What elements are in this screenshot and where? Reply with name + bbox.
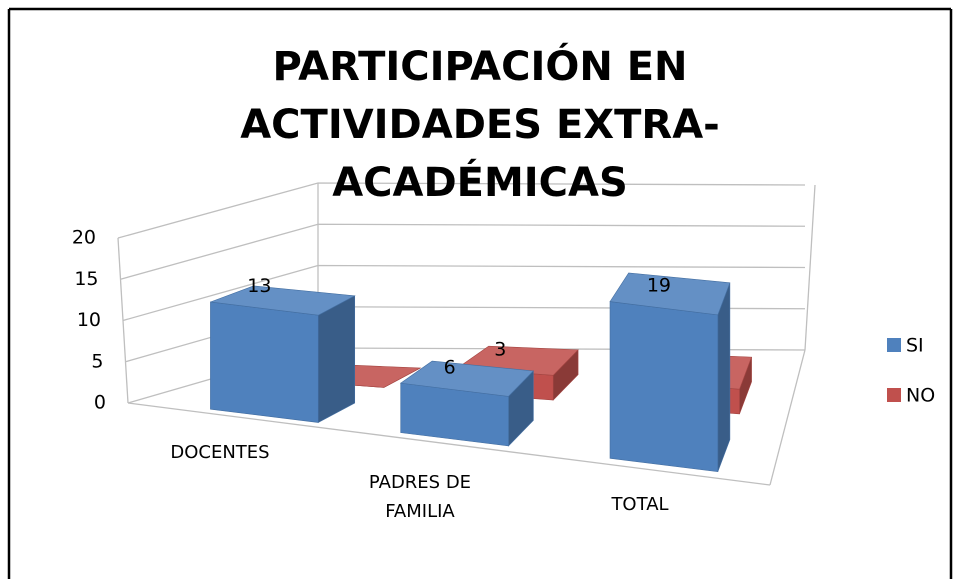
y-tick-label: 15 <box>74 268 98 290</box>
bar-top <box>210 285 356 316</box>
legend-swatch <box>887 338 901 352</box>
bar-top <box>399 360 535 397</box>
bar <box>210 285 356 423</box>
y-tick-label: 10 <box>77 309 101 331</box>
x-tick-label: PADRES DE FAMILIA <box>368 472 472 522</box>
data-label: 13 <box>247 275 271 297</box>
bar-side <box>717 282 731 472</box>
data-label: 6 <box>444 356 456 378</box>
chart-title: PARTICIPACIÓN EN ACTIVIDADES EXTRA-ACADÉ… <box>240 44 720 206</box>
data-label: 3 <box>494 338 506 360</box>
data-label: 19 <box>647 275 671 297</box>
x-tick-label: DOCENTES <box>170 442 270 463</box>
bar <box>399 360 535 447</box>
y-tick-label: 20 <box>72 227 96 249</box>
wall-edge <box>804 184 816 351</box>
wall-edge <box>117 237 129 404</box>
y-tick-label: 5 <box>91 350 103 372</box>
grid-line <box>120 223 806 280</box>
x-tick-label: TOTAL <box>611 494 669 515</box>
bar-top <box>609 272 731 316</box>
bar-front <box>210 301 319 423</box>
floor-edge <box>769 349 806 486</box>
floor-edge <box>127 402 771 486</box>
y-tick-label: 0 <box>94 392 106 414</box>
bar <box>609 272 731 472</box>
bar-front <box>609 301 719 472</box>
legend-label: SI <box>906 335 924 357</box>
legend-swatch <box>887 388 901 402</box>
legend-label: NO <box>906 385 935 407</box>
bar-side <box>317 295 356 423</box>
